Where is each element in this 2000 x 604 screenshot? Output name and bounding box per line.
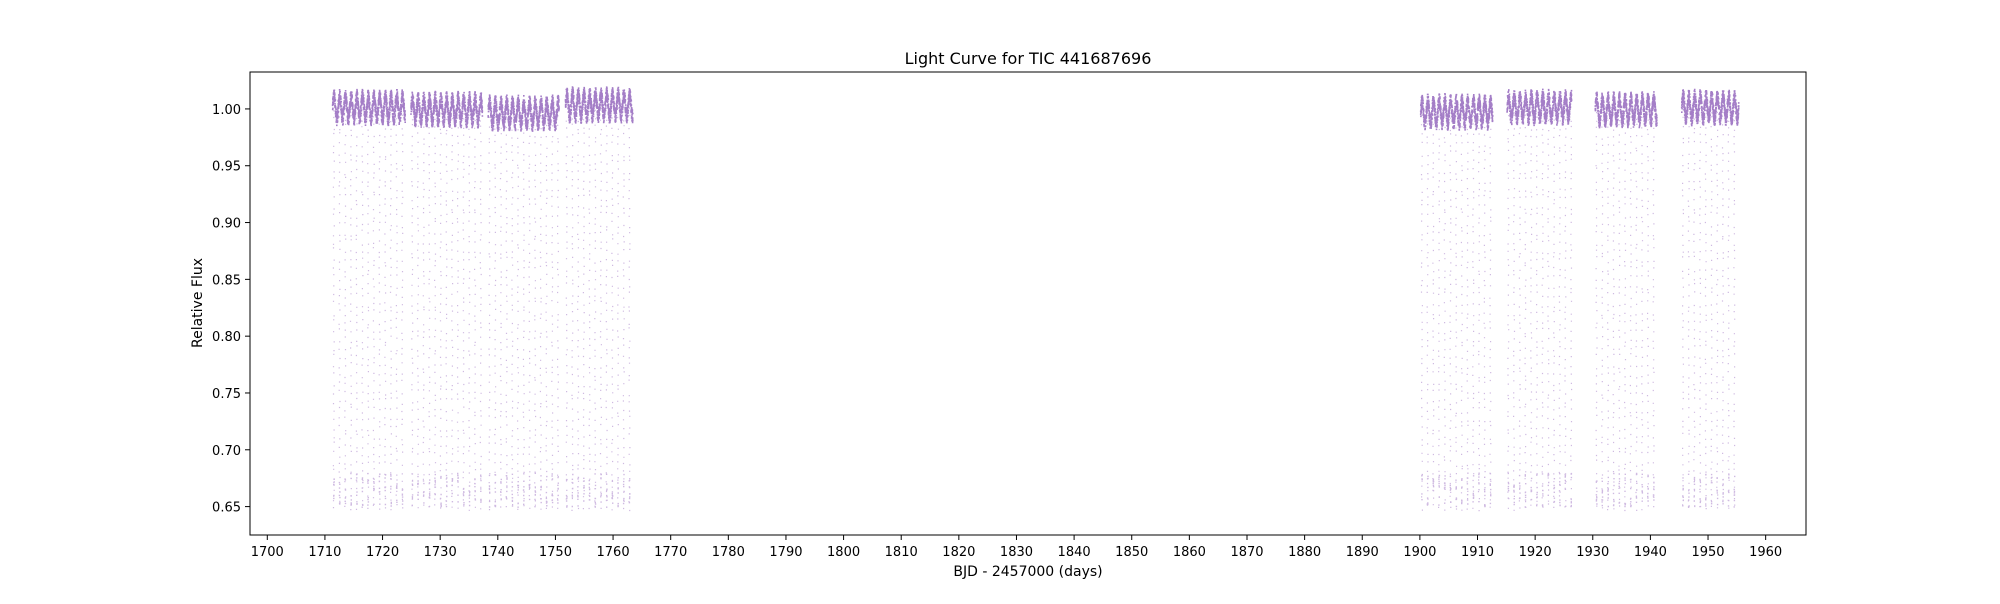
plot-area-frame <box>249 71 1807 536</box>
data-segment <box>1680 88 1740 510</box>
y-tick-label: 0.90 <box>212 217 241 232</box>
y-tick-label: 0.85 <box>212 273 241 288</box>
baseline-points <box>1419 93 1494 131</box>
eclipse-points <box>411 106 482 511</box>
x-tick-label: 1800 <box>827 545 860 560</box>
x-tick-label: 1840 <box>1058 545 1091 560</box>
x-tick-label: 1730 <box>424 545 457 560</box>
data-segment <box>487 94 560 511</box>
baseline-points <box>331 88 406 127</box>
x-tick-label: 1900 <box>1403 545 1436 560</box>
data-segment <box>410 90 484 511</box>
x-tick-label: 1890 <box>1346 545 1379 560</box>
y-tick-label: 0.65 <box>212 501 241 516</box>
baseline-points <box>1506 88 1573 127</box>
x-tick-label: 1880 <box>1288 545 1321 560</box>
x-tick-label: 1950 <box>1691 545 1724 560</box>
data-segment <box>1594 91 1658 512</box>
x-tick-label: 1710 <box>308 545 341 560</box>
y-axis: 0.65 0.70 0.75 0.80 0.85 0.90 0.95 1.00 <box>212 103 250 516</box>
y-tick-label: 0.95 <box>212 160 241 175</box>
x-tick-label: 1810 <box>885 545 918 560</box>
data-points-layer <box>331 86 1740 512</box>
data-segment <box>564 86 634 512</box>
eclipse-points <box>1681 107 1736 510</box>
eclipse-points <box>332 105 404 511</box>
baseline-points <box>564 86 634 124</box>
baseline-points <box>1680 88 1740 127</box>
x-tick-label: 1720 <box>366 545 399 560</box>
x-axis: 1700 1710 1720 1730 1740 1750 1760 1770 1780 1790… <box>251 535 1782 560</box>
x-tick-label: 1740 <box>481 545 514 560</box>
eclipse-points <box>565 105 631 512</box>
baseline-points <box>487 94 560 132</box>
baseline-points <box>410 90 484 129</box>
x-tick-label: 1870 <box>1230 545 1263 560</box>
x-tick-label: 1770 <box>654 545 687 560</box>
x-axis-label: BJD - 2457000 (days) <box>953 564 1102 580</box>
x-tick-label: 1790 <box>769 545 802 560</box>
x-tick-label: 1930 <box>1576 545 1609 560</box>
data-segment <box>1419 93 1494 512</box>
eclipse-points <box>1507 106 1573 511</box>
x-tick-label: 1820 <box>942 545 975 560</box>
x-tick-label: 1910 <box>1461 545 1494 560</box>
x-tick-label: 1760 <box>597 545 630 560</box>
eclipse-points <box>1420 105 1492 512</box>
eclipse-points <box>488 105 559 511</box>
eclipse-points <box>1595 106 1655 512</box>
x-tick-label: 1860 <box>1173 545 1206 560</box>
x-tick-label: 1960 <box>1749 545 1782 560</box>
data-segment <box>331 88 406 511</box>
y-tick-label: 0.80 <box>212 330 241 345</box>
y-tick-label: 1.00 <box>212 103 241 118</box>
baseline-points <box>1594 91 1658 129</box>
y-tick-label: 0.70 <box>212 444 241 459</box>
x-tick-label: 1850 <box>1115 545 1148 560</box>
x-tick-label: 1920 <box>1519 545 1552 560</box>
x-tick-label: 1830 <box>1000 545 1033 560</box>
y-axis-label: Relative Flux <box>190 258 206 348</box>
x-tick-label: 1750 <box>539 545 572 560</box>
x-tick-label: 1780 <box>712 545 745 560</box>
x-tick-label: 1700 <box>251 545 284 560</box>
data-segment <box>1506 88 1573 511</box>
y-tick-label: 0.75 <box>212 387 241 402</box>
chart-title: Light Curve for TIC 441687696 <box>905 49 1152 68</box>
x-tick-label: 1940 <box>1634 545 1667 560</box>
